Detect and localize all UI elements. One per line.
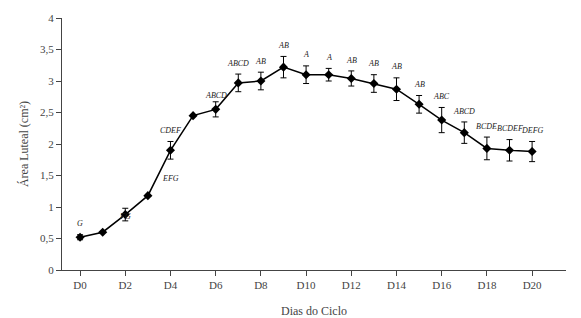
svg-text:AB: AB (255, 57, 266, 66)
svg-text:A: A (303, 50, 309, 59)
svg-text:EFG: EFG (162, 174, 179, 183)
svg-text:D0: D0 (73, 279, 87, 291)
svg-text:DEFG: DEFG (521, 126, 544, 135)
svg-text:2: 2 (48, 138, 54, 150)
svg-text:BCDE: BCDE (476, 122, 497, 131)
svg-text:1,5: 1,5 (40, 169, 54, 181)
svg-text:G: G (77, 219, 83, 228)
svg-text:D8: D8 (254, 279, 268, 291)
svg-text:Dias do Ciclo: Dias do Ciclo (281, 304, 347, 318)
svg-text:AB: AB (368, 59, 379, 68)
svg-text:AB: AB (278, 41, 289, 50)
svg-text:ABCD: ABCD (227, 59, 249, 68)
svg-text:AB: AB (414, 80, 425, 89)
svg-text:D20: D20 (523, 279, 542, 291)
svg-text:ABCD: ABCD (205, 91, 227, 100)
svg-text:0: 0 (48, 264, 54, 276)
svg-text:A: A (326, 53, 332, 62)
svg-text:D18: D18 (477, 279, 496, 291)
svg-text:AB: AB (391, 62, 402, 71)
svg-text:AB: AB (346, 56, 357, 65)
svg-text:D6: D6 (209, 279, 223, 291)
svg-text:3,5: 3,5 (40, 43, 54, 55)
svg-text:0,5: 0,5 (40, 232, 54, 244)
svg-text:ABCD: ABCD (453, 107, 475, 116)
svg-text:D4: D4 (164, 279, 178, 291)
svg-text:D2: D2 (119, 279, 132, 291)
svg-text:D10: D10 (297, 279, 316, 291)
svg-text:D16: D16 (432, 279, 451, 291)
svg-text:1: 1 (48, 201, 54, 213)
svg-text:CDEF: CDEF (160, 126, 181, 135)
svg-text:Área Luteal (cm²): Área Luteal (cm²) (17, 101, 31, 187)
svg-text:D14: D14 (387, 279, 406, 291)
svg-text:4: 4 (48, 12, 54, 24)
svg-text:2,5: 2,5 (40, 106, 54, 118)
svg-text:ABC: ABC (433, 92, 450, 101)
svg-text:FG: FG (119, 212, 131, 221)
svg-text:3: 3 (48, 75, 54, 87)
svg-text:BCDEF: BCDEF (497, 124, 523, 133)
svg-text:D12: D12 (342, 279, 361, 291)
